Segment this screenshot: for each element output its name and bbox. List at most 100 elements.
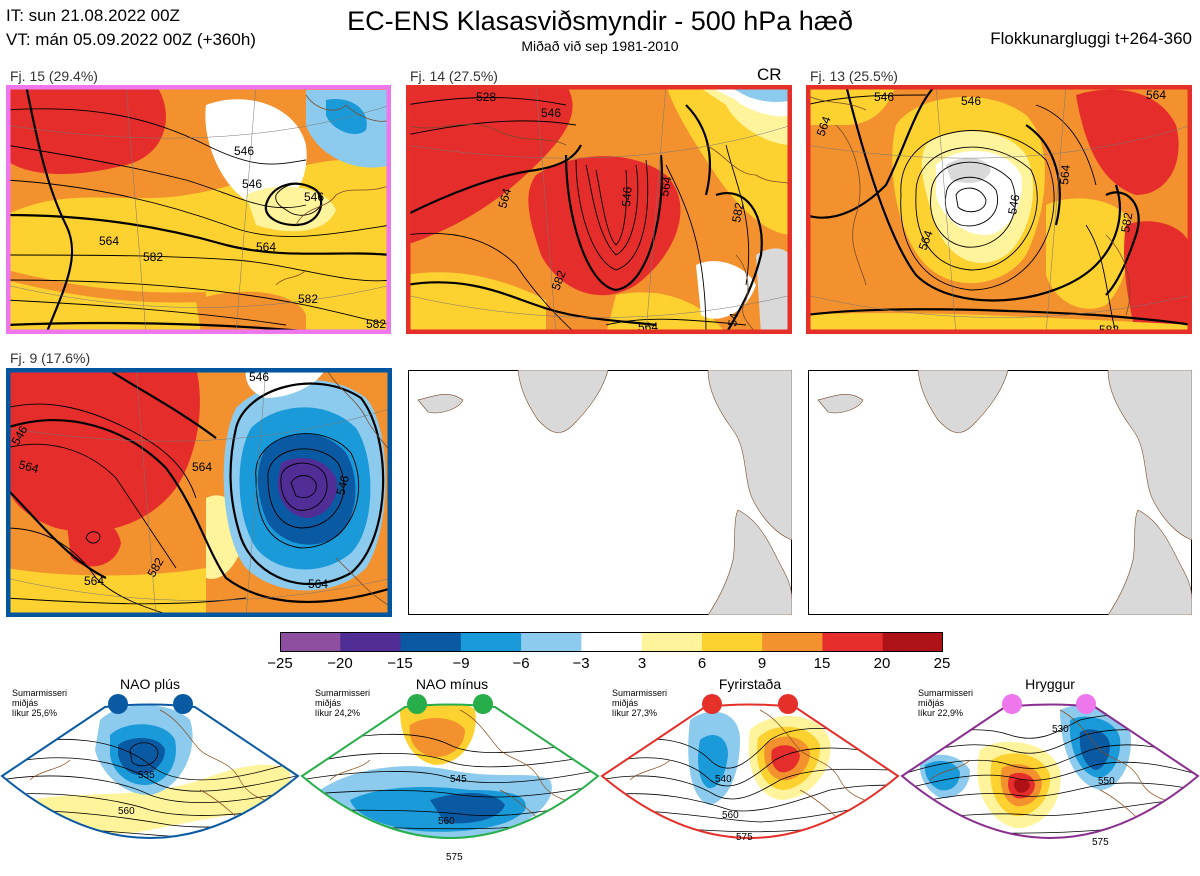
cluster-3-contour-label: 564: [1146, 88, 1166, 102]
cluster-3-contour-label: 564: [1057, 164, 1073, 185]
colorbar: [280, 632, 944, 652]
cluster-4-contour-label: 564: [192, 460, 212, 474]
colorbar-cell: [521, 632, 582, 652]
regime-2-contour-label: 560: [438, 816, 455, 827]
colorbar-cell: [882, 632, 944, 652]
cluster-2-border: [406, 85, 792, 334]
regime-3-season2: miðjás: [612, 698, 639, 708]
cluster-label-2: Fj. 14 (27.5%): [410, 68, 498, 84]
cluster-2-contour-label: 564: [495, 186, 514, 209]
cluster-3-border: [806, 85, 1192, 334]
cluster-4-contour-label: 546: [333, 473, 352, 496]
regime-3-name: Fyrirstaða: [718, 676, 782, 692]
cluster-1-contour-label: 582: [366, 317, 386, 331]
regime-2-contour-label: 575: [446, 852, 463, 863]
cluster-1-contour-label: 564: [256, 240, 276, 254]
colorbar-cell: [400, 632, 462, 652]
regime-map-2: 545 560 575: [300, 690, 600, 871]
cluster-3-contour-label: 564: [814, 114, 834, 138]
cluster-4-contour-label: 564: [84, 574, 104, 588]
colorbar-tick-label: −25: [267, 655, 293, 672]
cluster-map-3-svg: 546 546 564 546 564 564 582 582 564: [806, 85, 1192, 334]
regime-3-marker: [702, 694, 722, 714]
regime-3-season: Sumarmisseri: [612, 688, 668, 698]
colorbar-cell: [340, 632, 402, 652]
cluster-map-2: 528 546 546 564 564 582 582 564 54: [406, 85, 792, 334]
empty-map-6: [808, 370, 1192, 615]
cluster-2-contour-label: 582: [549, 268, 569, 292]
regime-4-marker: [1076, 694, 1096, 714]
regime-2-marker: [407, 694, 427, 714]
regime-4-contour-label: 575: [1092, 837, 1109, 848]
cluster-4-contour-label: 564: [17, 457, 40, 476]
regime-2-name: NAO mínus: [415, 676, 489, 692]
colorbar-ticks: −25 −20 −15 −9 −6 −3 3 6 9 15 20 25: [267, 655, 950, 674]
colorbar-tick-label: 6: [697, 655, 707, 672]
cluster-1-border: [6, 85, 391, 334]
regime-4-marker: [1002, 694, 1022, 714]
regime-3-info: Sumarmisseri miðjás líkur 27,3%: [612, 688, 667, 718]
cluster-map-1: 546 546 546 564 582 564 582 582: [6, 85, 391, 334]
cluster-1-contour-label: 564: [99, 234, 119, 248]
colorbar-cell: [581, 632, 643, 652]
cluster-3-contour-label: 546: [961, 94, 981, 108]
cluster-2-contour-label: 54: [725, 312, 741, 328]
regime-4-season2: miðjás: [918, 698, 945, 708]
regime-3-contour-label: 540: [715, 774, 732, 785]
regime-2-border: [300, 703, 600, 839]
control-run-tag: CR: [757, 65, 782, 84]
regime-3-probability: líkur 27,3%: [612, 708, 658, 718]
cluster-2-contour-label: 564: [657, 175, 674, 197]
regime-2-info: Sumarmisseri miðjás líkur 24,2%: [315, 688, 370, 718]
cluster-window: Flokkunargluggi t+264-360: [990, 29, 1192, 48]
cluster-4-contour-label: 546: [249, 370, 269, 384]
colorbar-tick-label: 9: [757, 655, 767, 672]
cluster-1-contour-label: 582: [143, 250, 163, 264]
cluster-3-contour-label: 564: [916, 228, 936, 252]
colorbar-cell: [762, 632, 823, 652]
colorbar-svg: [280, 632, 944, 652]
cluster-4-contour-label: 564: [308, 577, 328, 591]
regime-1-border: [0, 703, 300, 839]
regime-4-contour-label: 550: [1098, 776, 1115, 787]
regime-1-contour-label: 560: [118, 806, 135, 817]
regime-2-contour-label: 545: [450, 774, 467, 785]
regime-map-3-svg: 540 560 575: [600, 694, 900, 843]
cluster-map-4: 546 564 564 546 564 582 564 546: [6, 368, 392, 617]
cluster-3-contour-label: 582: [1099, 323, 1119, 334]
cluster-3-contour-label: 582: [1118, 211, 1135, 233]
cluster-3-contour-label: 546: [1005, 193, 1022, 215]
colorbar-cell: [641, 632, 703, 652]
regime-3-marker: [778, 694, 798, 714]
colorbar-tick-label: 15: [813, 655, 831, 672]
cluster-1-contour-label: 546: [304, 190, 324, 204]
cluster-3-contour-label: 546: [874, 90, 894, 104]
regime-1-name: NAO plús: [120, 676, 180, 692]
regime-2-season2: miðjás: [315, 698, 342, 708]
regime-4-probability: líkur 22,9%: [918, 708, 964, 718]
cluster-2-contour-label: 582: [729, 201, 746, 223]
regime-2-probability: líkur 24,2%: [315, 708, 361, 718]
regime-3-contour-label: 575: [736, 832, 753, 843]
cluster-map-4-svg: 546 564 564 546 564 582 564 546: [6, 368, 392, 617]
regime-1-season: Sumarmisseri: [12, 688, 68, 698]
colorbar-tick-label: 25: [933, 655, 951, 672]
empty-map-6-svg: [808, 370, 1192, 615]
colorbar-cell: [460, 632, 522, 652]
colorbar-tick-label: 20: [873, 655, 891, 672]
colorbar-cell: [822, 632, 884, 652]
regime-map-4-svg: 530 550 575: [900, 694, 1200, 848]
regime-map-1: 535 560: [0, 690, 300, 871]
regime-4-season: Sumarmisseri: [918, 688, 974, 698]
page-subtitle: Miðað við sep 1981-2010: [521, 38, 679, 54]
regime-1-season2: miðjás: [12, 698, 39, 708]
cluster-1-contour-label: 546: [242, 177, 262, 191]
valid-time: VT: mán 05.09.2022 00Z (+360h): [6, 30, 256, 49]
colorbar-cell: [280, 632, 341, 652]
page-title: EC-ENS Klasasviðsmyndir - 500 hPa hæð: [347, 6, 853, 36]
regime-1-probability: líkur 25,6%: [12, 708, 58, 718]
cluster-2-contour-label: 546: [619, 186, 635, 207]
cluster-map-2-svg: 528 546 546 564 564 582 582 564 54: [406, 85, 792, 334]
colorbar-tick-label: −9: [452, 655, 470, 672]
regime-4-name: Hryggur: [1025, 676, 1075, 692]
